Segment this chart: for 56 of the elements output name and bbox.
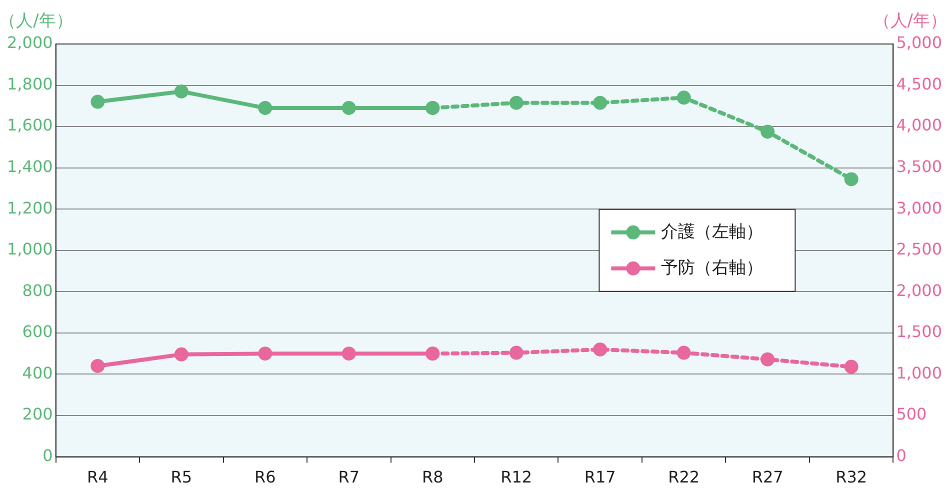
x-tick-label: R27: [752, 468, 784, 487]
y2-tick-label: 2,000: [896, 280, 942, 300]
y2-tick-label: 4,500: [896, 74, 942, 94]
legend-label: 介護（左軸）: [661, 222, 764, 242]
point: [844, 172, 858, 186]
point: [760, 124, 775, 139]
y2-tick-label: 500: [896, 404, 927, 424]
point: [593, 96, 608, 110]
y2-tick-label: 4,000: [896, 116, 942, 135]
legend-label: 予防（右軸）: [661, 258, 764, 278]
y-tick-label: 1,800: [6, 74, 53, 94]
x-tick-label: R22: [668, 468, 700, 487]
x-tick-label: R7: [338, 468, 360, 487]
x-tick-label: R4: [87, 468, 108, 487]
point: [676, 346, 691, 360]
point: [426, 100, 440, 115]
y-tick-label: 0: [42, 446, 53, 465]
y-tick-label: 600: [22, 322, 53, 342]
y-axis-title: （人/年）: [0, 10, 73, 31]
x-tick-label: R32: [836, 468, 868, 487]
point: [760, 352, 775, 366]
y-tick-label: 800: [22, 280, 53, 300]
point: [342, 346, 356, 361]
point: [593, 342, 608, 356]
y-tick-label: 1,200: [6, 198, 53, 218]
y-tick-label: 1,600: [6, 116, 53, 135]
y2-tick-label: 1,500: [896, 322, 942, 342]
y-tick-label: 2,000: [6, 33, 53, 52]
point: [90, 358, 105, 373]
y-tick-label: 400: [22, 363, 53, 382]
y2-tick-label: 3,500: [896, 156, 942, 176]
point: [426, 346, 440, 361]
point: [90, 94, 105, 109]
point: [509, 346, 524, 360]
x-tick-label: R12: [500, 468, 532, 487]
point: [258, 346, 272, 361]
point: [676, 90, 691, 105]
point: [258, 100, 272, 115]
y2-tick-label: 5,000: [896, 33, 942, 52]
y2-axis-title: （人/年）: [873, 10, 947, 31]
y-tick-label: 1,400: [6, 156, 53, 176]
x-tick-label: R6: [254, 468, 276, 487]
x-tick-label: R5: [170, 468, 192, 487]
point: [174, 84, 188, 98]
x-tick-label: R17: [584, 468, 616, 487]
point: [844, 360, 858, 374]
point: [509, 96, 524, 110]
y2-tick-label: 1,000: [896, 363, 942, 382]
y2-tick-label: 0: [896, 446, 906, 465]
x-tick-label: R8: [422, 468, 444, 487]
y2-tick-label: 2,500: [896, 240, 942, 259]
y-tick-label: 200: [22, 404, 53, 424]
point: [174, 347, 188, 362]
y-tick-label: 1,000: [6, 240, 53, 259]
y2-tick-label: 3,000: [896, 198, 942, 218]
point: [342, 100, 356, 115]
